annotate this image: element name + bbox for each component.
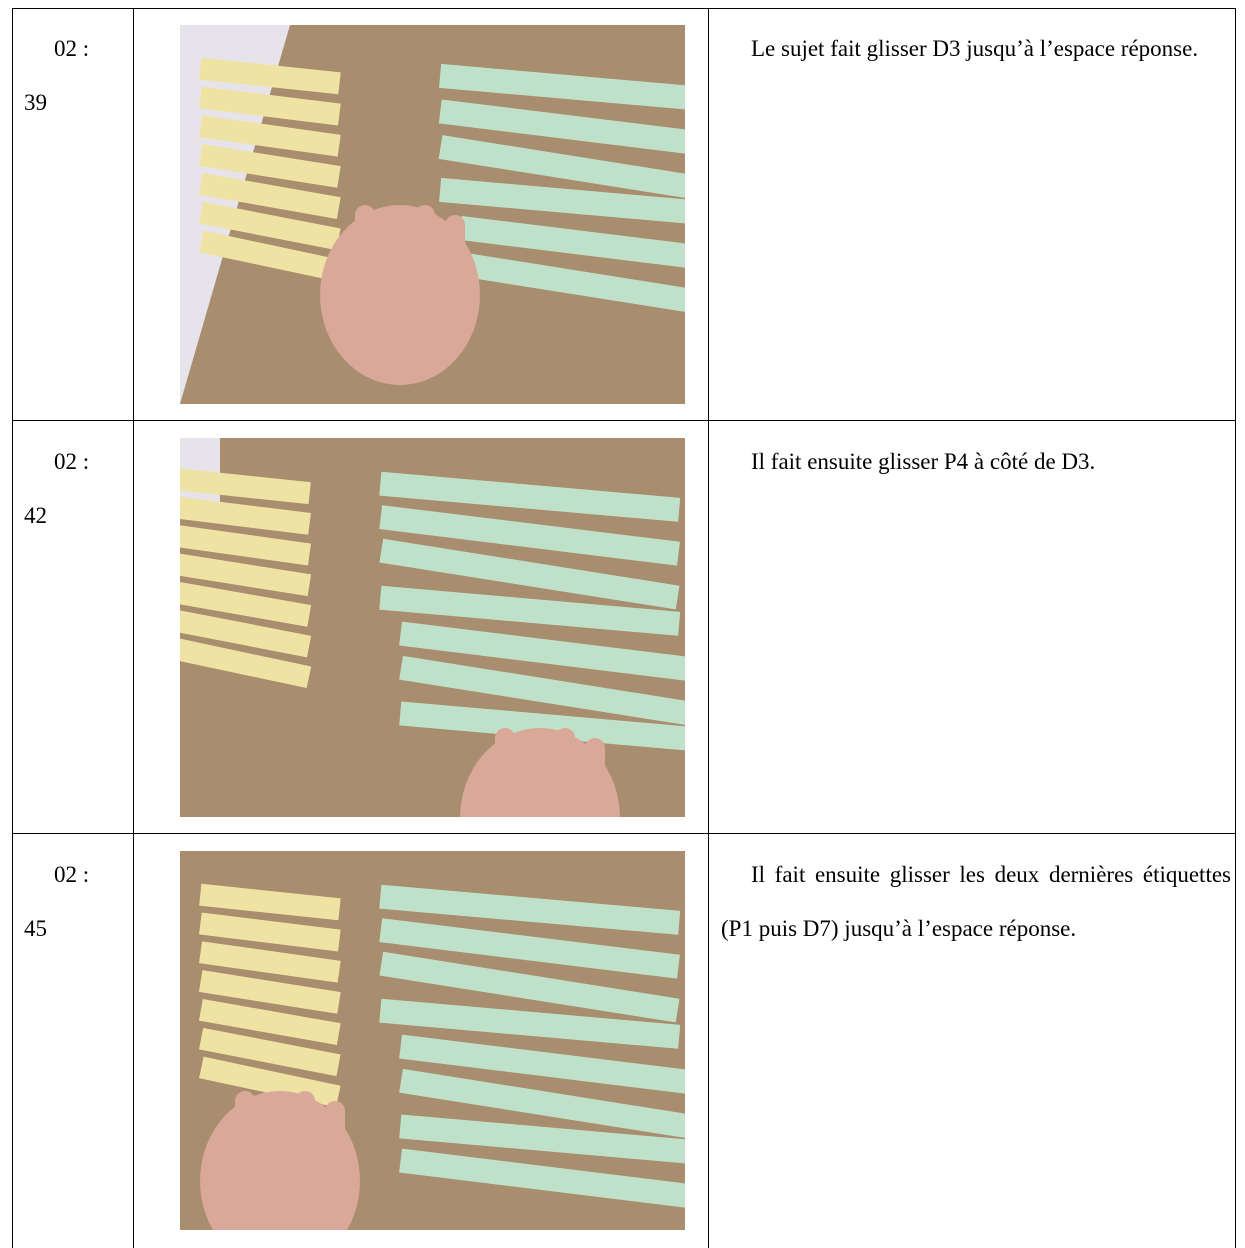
finger xyxy=(525,738,545,817)
finger xyxy=(295,1091,315,1181)
border xyxy=(12,420,1236,421)
label-strip xyxy=(399,701,685,752)
label-strip xyxy=(198,144,341,188)
photo-drawing xyxy=(180,438,685,817)
label-strip xyxy=(458,215,685,277)
video-frame xyxy=(180,438,685,817)
table-row: 02 : 45 Il fait ensuite glisser les deux… xyxy=(12,834,1236,1247)
table-row: 02 : 42 Il fait ensuite glisser P4 à côt… xyxy=(12,421,1236,834)
label-strip xyxy=(379,918,680,979)
label-strip xyxy=(458,252,685,323)
border xyxy=(12,8,13,1248)
label-strip xyxy=(379,471,681,522)
description: Le sujet fait glisser D3 jusqu’à l’espac… xyxy=(751,36,1199,61)
label-strip xyxy=(379,585,681,636)
label-strip xyxy=(439,63,685,114)
timestamp: 02 : 42 xyxy=(24,449,90,528)
finger xyxy=(355,205,375,295)
finger xyxy=(415,205,435,295)
label-strip xyxy=(199,86,341,126)
label-strip xyxy=(199,57,341,95)
label-strip xyxy=(439,177,685,228)
finger xyxy=(445,215,465,305)
timestamp: 02 : 39 xyxy=(24,36,90,115)
border xyxy=(133,8,134,1248)
video-frame xyxy=(180,25,685,404)
label-strip xyxy=(199,941,341,983)
label-strip xyxy=(180,467,311,505)
label-strip xyxy=(198,201,341,251)
label-strip xyxy=(379,505,680,566)
label-strip xyxy=(198,172,341,219)
label-strip xyxy=(399,1114,685,1165)
label-strip xyxy=(199,912,341,952)
label-strip xyxy=(199,883,341,921)
description: Il fait ensuite glisser P4 à côté de D3. xyxy=(751,449,1096,474)
border xyxy=(708,8,709,1248)
label-strip xyxy=(399,655,685,727)
label-strip xyxy=(399,1034,685,1096)
label-strip xyxy=(180,609,312,658)
label-strip xyxy=(180,495,311,535)
label-strip xyxy=(180,637,312,689)
border xyxy=(12,8,1236,9)
photo-drawing xyxy=(198,883,685,1230)
video-frame xyxy=(180,851,685,1230)
label-strip xyxy=(199,230,341,282)
label-strip xyxy=(399,621,685,683)
label-strip xyxy=(198,998,341,1045)
label-strip xyxy=(198,1027,341,1077)
label-strip xyxy=(379,538,680,610)
table: 02 : 39 Le sujet fait glisser D3 jusqu’à… xyxy=(12,8,1236,1248)
label-strip xyxy=(379,884,681,935)
label-strip xyxy=(438,135,685,206)
finger xyxy=(495,728,515,817)
label-strip xyxy=(399,1148,685,1210)
description: Il fait ensuite glisser les deux dernièr… xyxy=(721,862,1231,941)
label-strip xyxy=(180,552,312,597)
table-row: 02 : 39 Le sujet fait glisser D3 jusqu’à… xyxy=(12,8,1236,421)
border xyxy=(12,833,1236,834)
label-strip xyxy=(399,1068,685,1140)
finger xyxy=(555,728,575,817)
finger xyxy=(235,1091,255,1181)
label-strip xyxy=(180,524,312,566)
finger xyxy=(265,1101,285,1191)
label-strip xyxy=(180,580,312,627)
label-strip xyxy=(379,951,680,1023)
finger xyxy=(385,215,405,305)
label-strip xyxy=(379,998,681,1049)
label-strip xyxy=(438,99,685,160)
timestamp: 02 : 45 xyxy=(24,862,90,941)
label-strip xyxy=(198,970,341,1014)
finger xyxy=(325,1101,345,1191)
finger xyxy=(585,738,605,817)
photo-drawing xyxy=(180,25,685,404)
border xyxy=(1235,8,1236,1248)
label-strip xyxy=(199,115,341,157)
